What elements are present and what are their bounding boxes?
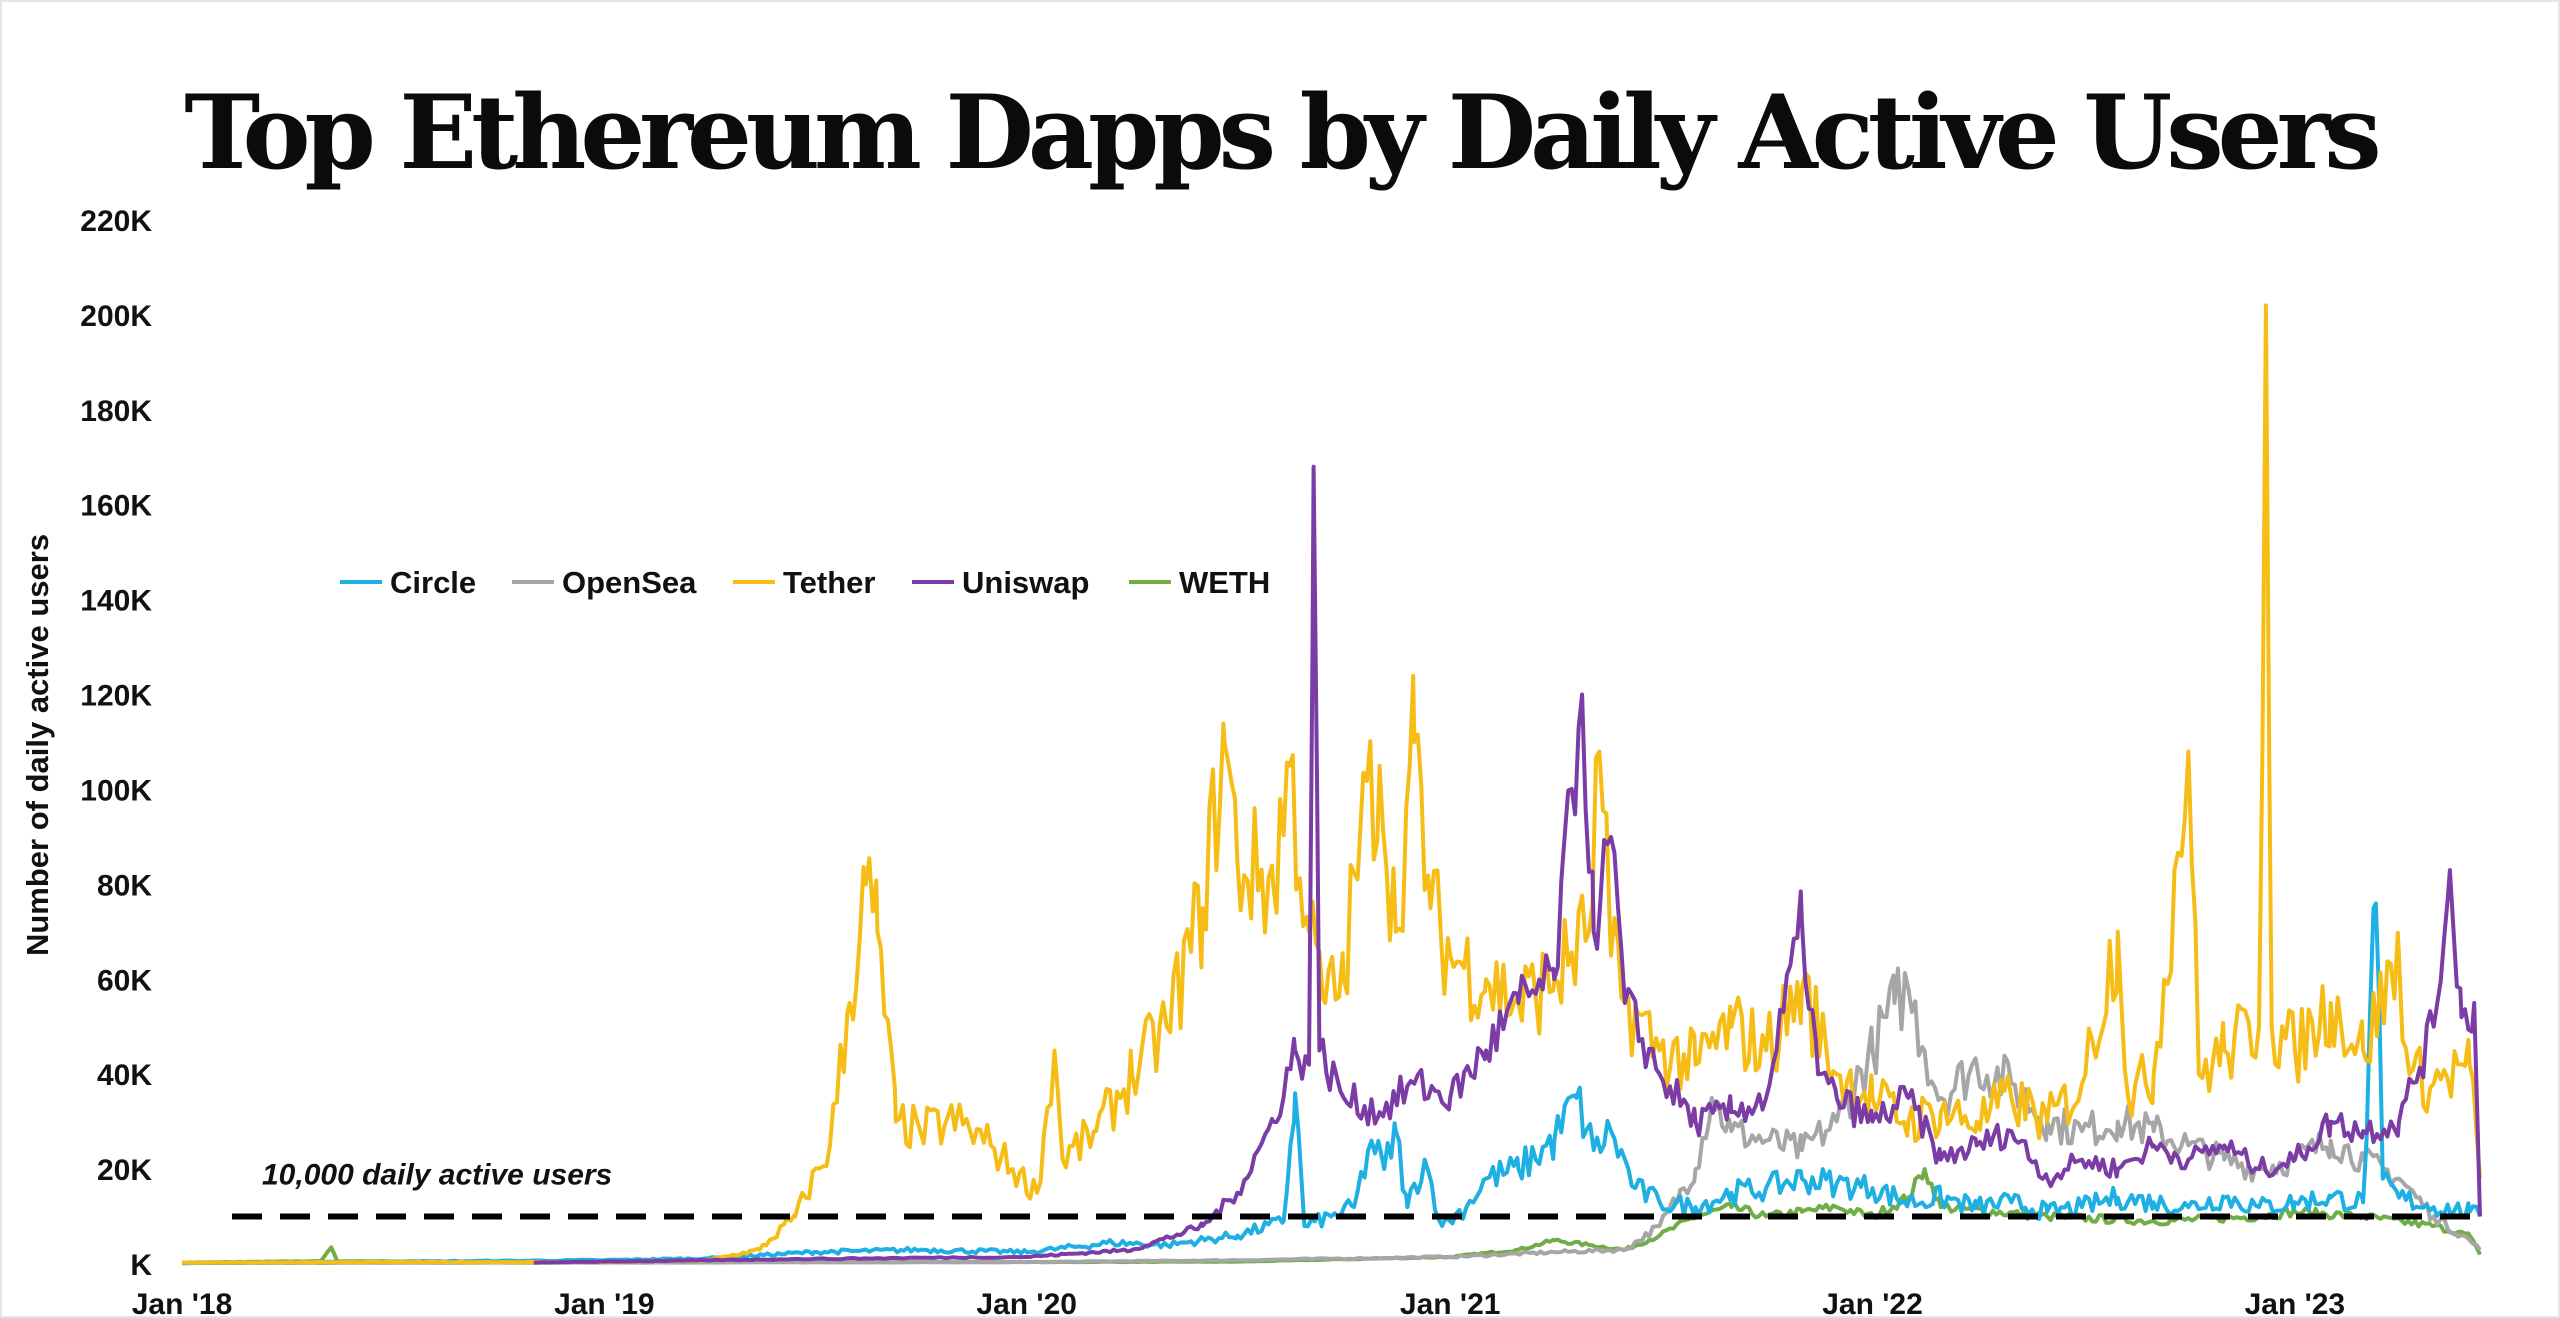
series-line-uniswap: [533, 464, 2482, 1265]
x-tick-label: Jan '20: [976, 1288, 1077, 1318]
y-tick-label: 20K: [97, 1154, 152, 1187]
y-tick-label: 200K: [80, 300, 152, 333]
y-tick-label: 140K: [80, 585, 152, 618]
y-tick-label: 80K: [97, 869, 152, 902]
legend-label: Uniswap: [962, 565, 1089, 600]
x-tick-label: Jan '19: [554, 1288, 655, 1318]
series-line-opensea: [182, 966, 2482, 1266]
y-tick-label: 120K: [80, 680, 152, 713]
y-tick-label: 100K: [80, 774, 152, 807]
y-tick-label: K: [130, 1249, 152, 1282]
x-tick-label: Jan '18: [132, 1288, 233, 1318]
reference-line-annotation: 10,000 daily active users: [262, 1159, 612, 1192]
y-tick-label: 40K: [97, 1059, 152, 1092]
x-tick-label: Jan '22: [1822, 1288, 1923, 1318]
x-tick-label: Jan '21: [1400, 1288, 1501, 1318]
legend-label: WETH: [1179, 565, 1270, 600]
chart-title: Top Ethereum Dapps by Daily Active Users: [184, 73, 2381, 193]
axes-layer: K 20K 40K 60K 80K 100K 120K 140K 160K 180K 200K 220…: [80, 205, 2345, 1318]
y-axis-label: Number of daily active users: [20, 534, 55, 956]
y-tick-label: 160K: [80, 490, 152, 523]
y-tick-label: 220K: [80, 205, 152, 238]
legend: Circle OpenSea Tether Uniswap WETH: [340, 565, 1270, 600]
series-line-tether: [182, 303, 2482, 1265]
y-tick-label: 60K: [97, 964, 152, 997]
legend-label: Circle: [390, 565, 476, 600]
y-tick-label: 180K: [80, 395, 152, 428]
x-tick-label: Jan '23: [2245, 1288, 2346, 1318]
reference-line-layer: 10,000 daily active users: [232, 1159, 2480, 1220]
series-layer: [181, 303, 2482, 1266]
legend-label: Tether: [783, 565, 875, 600]
legend-label: OpenSea: [562, 565, 697, 600]
